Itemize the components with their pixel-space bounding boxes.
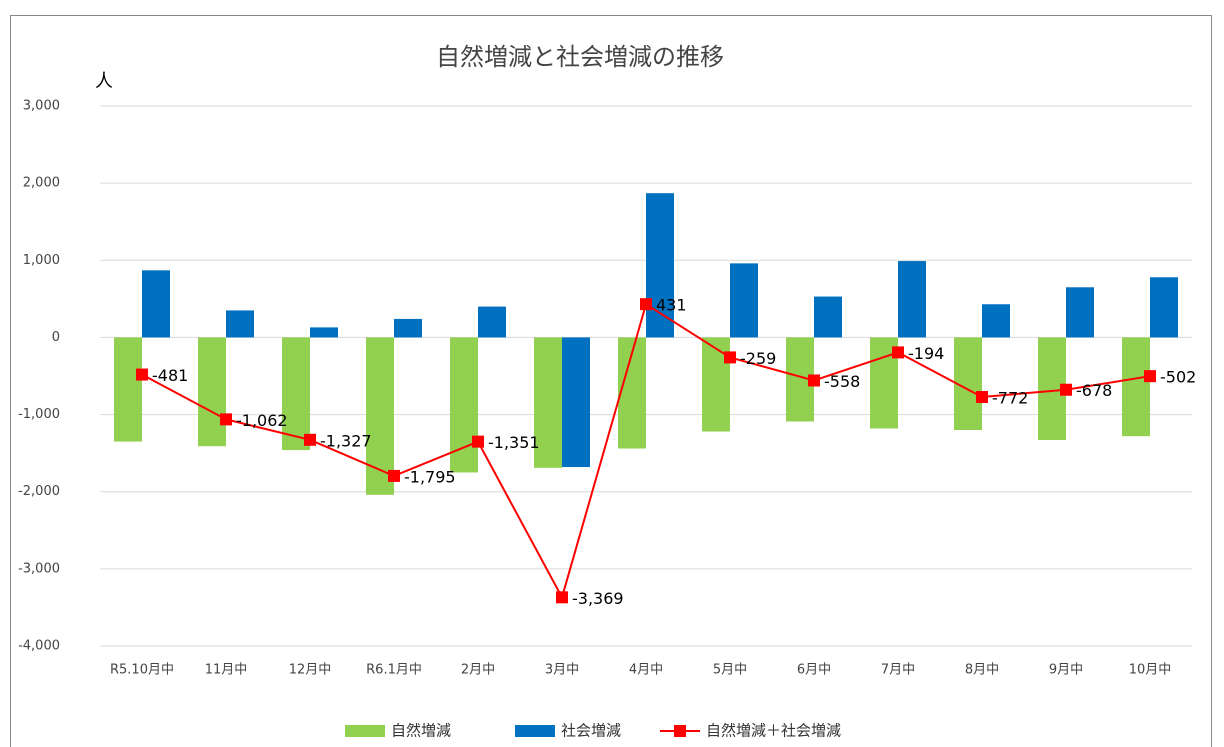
y-tick-label: -4,000 xyxy=(18,639,60,654)
bar xyxy=(562,337,590,468)
line-marker xyxy=(640,298,652,311)
bar xyxy=(898,261,926,338)
bar xyxy=(982,304,1010,338)
line-marker xyxy=(976,390,988,403)
chart-title: 自然増減と社会増減の推移 xyxy=(436,43,724,71)
data-label: -1,327 xyxy=(320,431,372,450)
legend-label: 自然増減＋社会増減 xyxy=(706,722,841,740)
x-tick-label: R5.10月中 xyxy=(110,663,174,678)
x-tick-label: 10月中 xyxy=(1129,663,1172,678)
x-tick-label: 6月中 xyxy=(797,663,831,678)
y-tick-label: -3,000 xyxy=(18,561,60,576)
data-label: -1,795 xyxy=(404,467,456,486)
line-marker xyxy=(304,433,316,446)
bar xyxy=(814,296,842,338)
y-tick-label: -1,000 xyxy=(18,407,60,422)
bar xyxy=(310,327,338,338)
legend-marker xyxy=(674,725,686,737)
bar xyxy=(1066,287,1094,338)
bar xyxy=(534,337,562,468)
line-marker xyxy=(808,374,820,387)
y-tick-label: 0 xyxy=(52,330,60,345)
line-marker xyxy=(1060,383,1072,396)
y-tick-label: 1,000 xyxy=(23,253,60,268)
line-marker xyxy=(556,591,568,604)
x-tick-label: 5月中 xyxy=(713,663,747,678)
line-marker xyxy=(220,413,232,426)
bar xyxy=(114,337,142,442)
bar xyxy=(1122,337,1150,437)
line-marker xyxy=(1144,370,1156,383)
line-marker xyxy=(472,435,484,448)
x-tick-label: 3月中 xyxy=(545,663,579,678)
x-tick-label: R6.1月中 xyxy=(366,663,422,678)
x-tick-label: 2月中 xyxy=(461,663,495,678)
bar xyxy=(450,337,478,473)
bar xyxy=(394,318,422,338)
bar xyxy=(366,337,394,495)
x-tick-label: 11月中 xyxy=(205,663,248,678)
bar xyxy=(478,306,506,338)
x-tick-label: 8月中 xyxy=(965,663,999,678)
bar xyxy=(646,193,674,338)
legend-label: 自然増減 xyxy=(391,722,451,740)
bar xyxy=(1150,277,1178,338)
data-label: -481 xyxy=(152,366,188,385)
line-marker xyxy=(388,469,400,482)
data-label: -1,062 xyxy=(236,411,288,430)
bar xyxy=(198,337,226,447)
data-label: -502 xyxy=(1160,368,1196,387)
data-label: -558 xyxy=(824,372,860,391)
bar xyxy=(142,270,170,338)
y-tick-label: 2,000 xyxy=(23,176,60,191)
data-label: -1,351 xyxy=(488,433,540,452)
x-tick-label: 7月中 xyxy=(881,663,915,678)
data-label: -3,369 xyxy=(572,589,624,608)
data-label: -678 xyxy=(1076,381,1112,400)
legend-swatch xyxy=(515,725,555,737)
bar xyxy=(730,263,758,338)
y-tick-label: 3,000 xyxy=(23,99,60,114)
legend-swatch xyxy=(345,725,385,737)
line-marker xyxy=(724,351,736,364)
data-label: 431 xyxy=(656,296,687,315)
line-marker xyxy=(136,368,148,381)
x-tick-label: 9月中 xyxy=(1049,663,1083,678)
y-tick-label: -2,000 xyxy=(18,484,60,499)
legend-label: 社会増減 xyxy=(561,722,621,740)
data-label: -772 xyxy=(992,388,1028,407)
y-axis-label: 人 xyxy=(95,71,113,92)
x-tick-label: 12月中 xyxy=(289,663,332,678)
bar xyxy=(282,337,310,451)
chart-frame xyxy=(10,15,1212,747)
x-tick-label: 4月中 xyxy=(629,663,663,678)
bar xyxy=(226,310,254,338)
data-label: -194 xyxy=(908,344,944,363)
data-label: -259 xyxy=(740,349,776,368)
line-marker xyxy=(892,346,904,359)
